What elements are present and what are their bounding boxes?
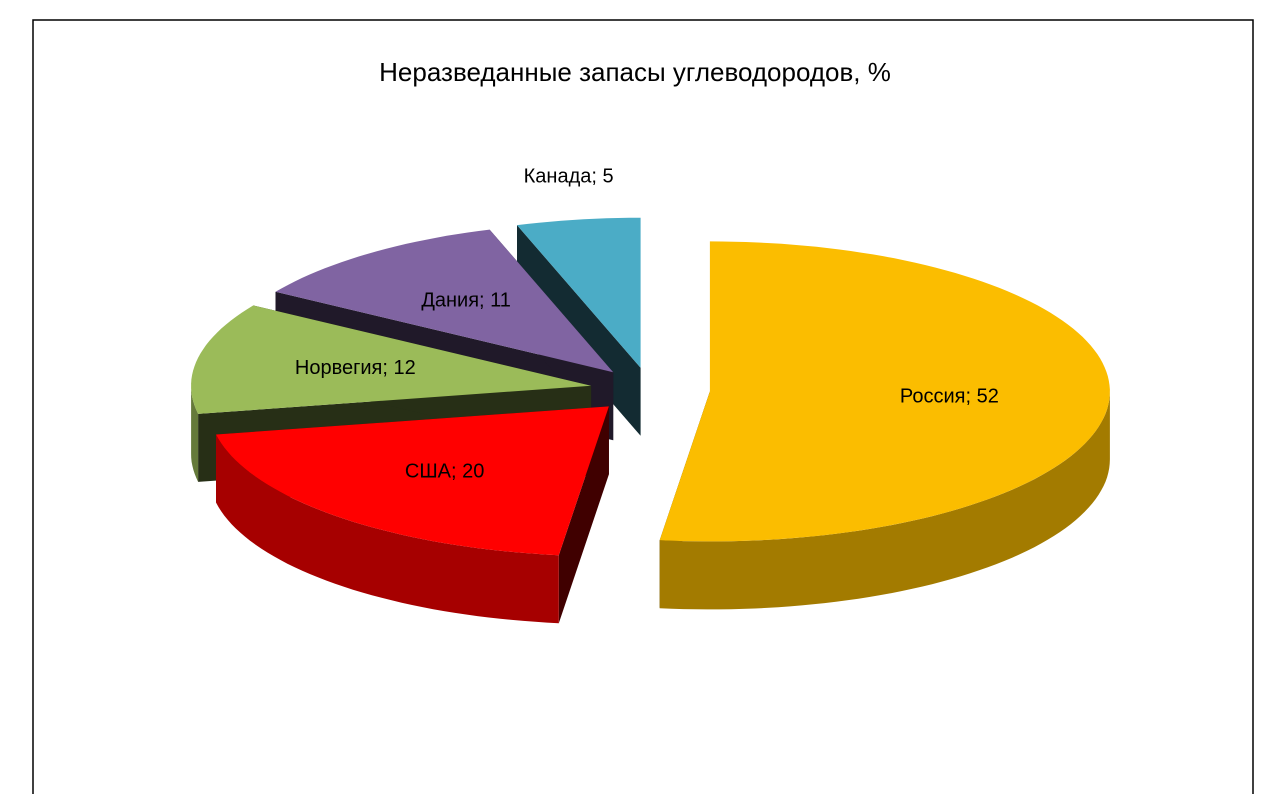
- data-label: США; 20: [405, 460, 484, 482]
- data-label: Россия; 52: [900, 385, 999, 407]
- data-label: Дания; 11: [421, 289, 511, 311]
- slice: [216, 406, 609, 556]
- slice-rim: [191, 385, 199, 482]
- chart-title: Неразведанные запасы углеводородов, %: [379, 57, 891, 87]
- data-label: Норвегия; 12: [295, 357, 416, 379]
- slice-rim: [659, 391, 1110, 610]
- slice: [191, 305, 592, 414]
- slice: [517, 217, 641, 368]
- slice: [275, 229, 614, 373]
- slice: [659, 241, 1110, 542]
- data-label: Канада; 5: [524, 166, 614, 188]
- slice-rim: [216, 434, 559, 624]
